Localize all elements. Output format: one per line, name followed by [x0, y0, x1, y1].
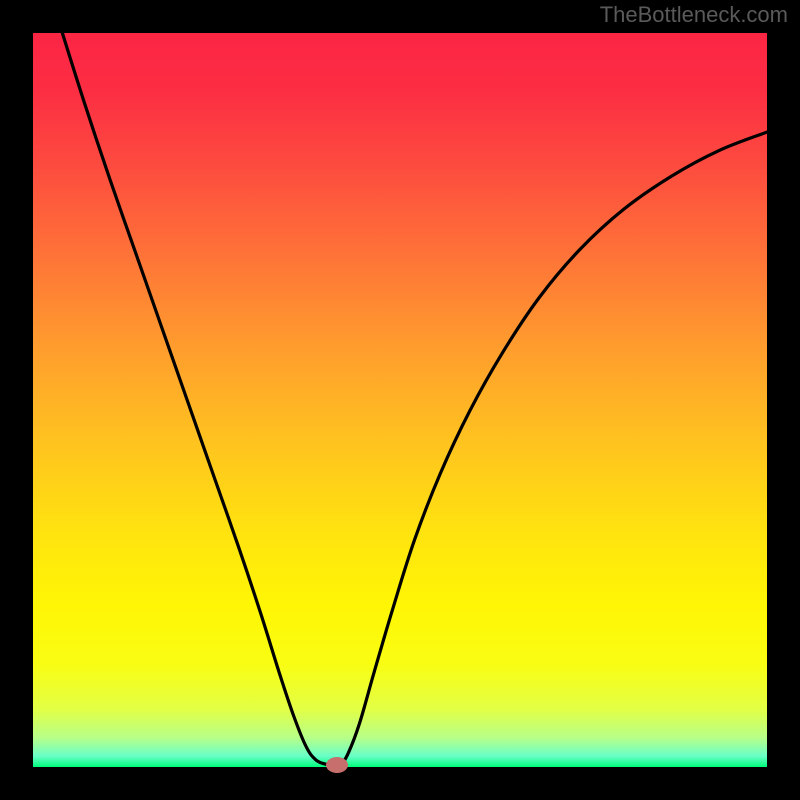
bottleneck-curve: [33, 33, 767, 767]
chart-container: TheBottleneck.com: [0, 0, 800, 800]
plot-area: [33, 33, 767, 767]
optimum-marker: [326, 757, 348, 773]
watermark-text: TheBottleneck.com: [600, 2, 788, 28]
